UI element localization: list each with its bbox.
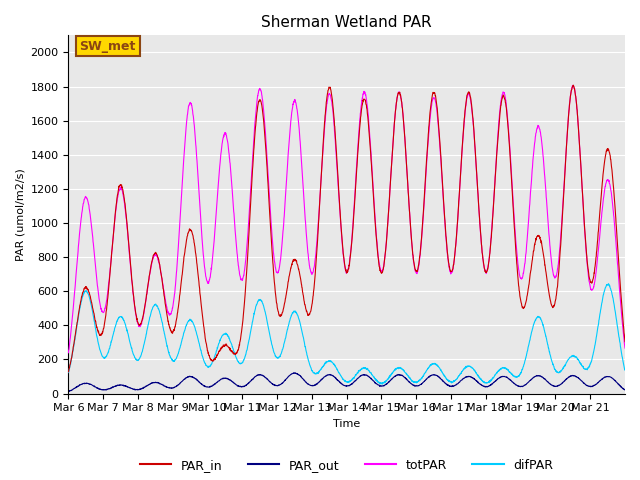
Line: PAR_out: PAR_out xyxy=(68,373,625,392)
difPAR xyxy=(380,380,388,385)
PAR_in xyxy=(120,194,128,200)
totPAR xyxy=(380,261,388,266)
PAR_out xyxy=(380,383,388,388)
totPAR xyxy=(65,350,72,356)
PAR_in xyxy=(621,339,629,345)
difPAR xyxy=(605,281,612,287)
PAR_out xyxy=(621,387,629,393)
PAR_out xyxy=(240,384,248,389)
PAR_in xyxy=(613,238,621,244)
PAR_out xyxy=(291,370,299,376)
difPAR xyxy=(65,370,72,375)
totPAR xyxy=(515,263,522,268)
Title: Sherman Wetland PAR: Sherman Wetland PAR xyxy=(261,15,432,30)
difPAR xyxy=(515,373,522,379)
difPAR xyxy=(120,317,128,323)
PAR_out xyxy=(546,381,554,387)
Y-axis label: PAR (umol/m2/s): PAR (umol/m2/s) xyxy=(15,168,25,261)
Legend: PAR_in, PAR_out, totPAR, difPAR: PAR_in, PAR_out, totPAR, difPAR xyxy=(135,454,559,477)
totPAR xyxy=(569,83,577,88)
PAR_in xyxy=(65,369,72,375)
totPAR xyxy=(546,240,554,245)
Line: totPAR: totPAR xyxy=(68,85,625,353)
Text: SW_met: SW_met xyxy=(79,40,136,53)
PAR_out xyxy=(65,389,72,395)
PAR_out xyxy=(515,383,522,389)
totPAR xyxy=(120,197,128,203)
totPAR xyxy=(613,257,621,263)
PAR_in xyxy=(546,294,554,300)
X-axis label: Time: Time xyxy=(333,419,360,429)
difPAR xyxy=(240,357,248,362)
Line: PAR_in: PAR_in xyxy=(68,85,625,372)
PAR_in xyxy=(570,82,577,88)
difPAR xyxy=(546,351,554,357)
PAR_in xyxy=(240,303,248,309)
difPAR xyxy=(621,367,629,373)
totPAR xyxy=(240,270,248,276)
PAR_out xyxy=(120,383,128,388)
PAR_in xyxy=(515,277,522,283)
difPAR xyxy=(378,381,386,387)
PAR_in xyxy=(380,262,388,267)
PAR_out xyxy=(613,380,621,386)
totPAR xyxy=(621,345,629,351)
difPAR xyxy=(614,324,621,330)
Line: difPAR: difPAR xyxy=(68,284,625,384)
